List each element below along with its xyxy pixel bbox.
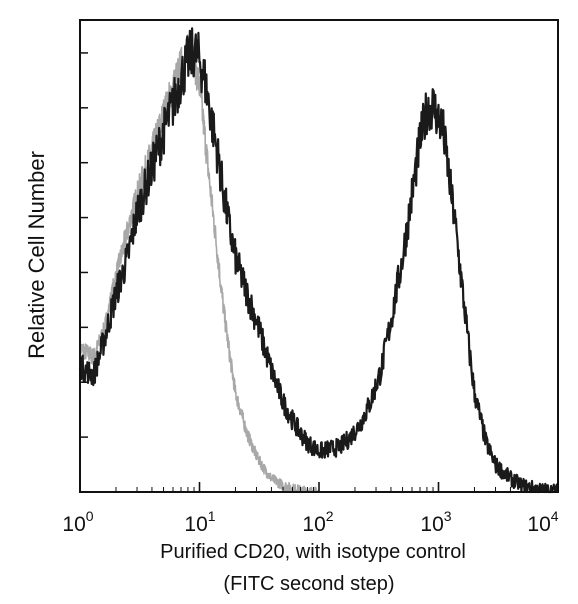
x-tick-label-4: 104 <box>527 508 558 536</box>
y-axis-title: Relative Cell Number <box>24 151 49 359</box>
y-axis-ticks <box>80 52 88 438</box>
series-cd20-trace <box>78 27 559 494</box>
x-axis-subtitle: (FITC second step) <box>223 573 394 595</box>
series-layer <box>78 27 559 494</box>
plot-frame <box>79 19 559 493</box>
series-isotype-control-trace <box>79 34 320 493</box>
x-tick-label-2: 102 <box>302 508 333 536</box>
x-tick-label-1: 101 <box>184 508 215 536</box>
x-tick-label-3: 103 <box>420 508 451 536</box>
x-axis-title: Purified CD20, with isotype control <box>160 541 466 563</box>
x-tick-label-0: 100 <box>62 508 93 536</box>
x-axis-ticks <box>79 482 559 492</box>
